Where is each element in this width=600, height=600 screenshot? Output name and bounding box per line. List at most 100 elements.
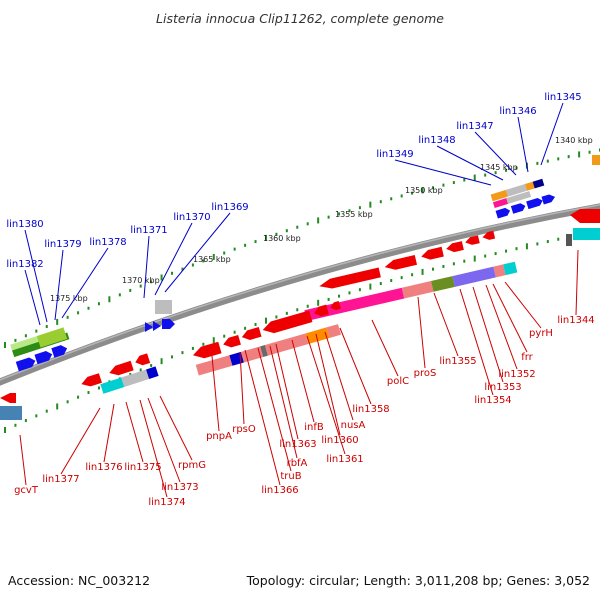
gene-leader-line xyxy=(436,145,504,181)
feature-block xyxy=(0,406,22,420)
reverse-gene-label: lin1352 xyxy=(498,369,535,380)
forward-gene-label: lin1369 xyxy=(211,202,248,213)
reverse-gene-label: lin1353 xyxy=(484,382,521,393)
reverse-gene-label: truB xyxy=(280,471,301,482)
feature-block xyxy=(401,281,434,299)
feature-block xyxy=(592,155,600,165)
reverse-gene-label: lin1363 xyxy=(279,439,316,450)
feature-block xyxy=(452,266,496,287)
feature-block xyxy=(195,355,233,376)
gene-leader-line xyxy=(125,401,144,463)
tick-label: 1375 kbp xyxy=(50,294,88,303)
reverse-gene-arrow xyxy=(570,209,600,223)
feature-block xyxy=(431,276,455,292)
gene-leader-line xyxy=(492,283,528,353)
feature-block xyxy=(121,369,150,387)
gene-leader-line xyxy=(103,403,115,463)
gene-leader-line xyxy=(164,212,231,293)
reverse-gene-label: lin1358 xyxy=(352,404,389,415)
feature-block xyxy=(305,327,330,345)
forward-gene-label: lin1345 xyxy=(544,92,581,103)
reverse-gene-label: lin1366 xyxy=(261,485,298,496)
backbone-highlight xyxy=(0,204,600,381)
feature-block xyxy=(326,324,342,338)
reverse-gene-label: rpsO xyxy=(232,424,256,435)
feature-block xyxy=(573,228,600,240)
feature-block xyxy=(566,234,572,246)
forward-gene-label: lin1380 xyxy=(6,219,43,230)
reverse-gene-label: rbfA xyxy=(287,458,308,469)
forward-gene-label: lin1347 xyxy=(456,121,493,132)
feature-block xyxy=(532,178,545,189)
feature-block xyxy=(525,181,535,191)
feature-block xyxy=(260,345,268,357)
reverse-gene-arrow xyxy=(0,393,16,403)
gene-leader-line xyxy=(24,269,41,326)
feature-block xyxy=(155,300,172,314)
gene-leader-line xyxy=(239,351,245,425)
gene-leader-line xyxy=(540,102,564,166)
gene-leader-line xyxy=(433,292,459,357)
feature-block xyxy=(264,333,309,356)
feature-block xyxy=(36,327,68,348)
reverse-gene-label: pyrH xyxy=(529,328,553,339)
reverse-gene-arrows xyxy=(319,230,496,289)
forward-gene-label: lin1371 xyxy=(130,225,167,236)
feature-block xyxy=(240,346,264,363)
reverse-gene-label: frr xyxy=(521,352,533,363)
reverse-gene-label: polC xyxy=(387,376,409,387)
accession-text: Accession: NC_003212 xyxy=(8,573,150,588)
feature-block xyxy=(506,191,532,204)
gene-leader-line xyxy=(257,347,292,472)
reverse-gene-label: lin1361 xyxy=(326,454,363,465)
reverse-gene-label: lin1354 xyxy=(474,395,511,406)
tick-label: 1365 kbp xyxy=(193,255,231,264)
gene-leader-line xyxy=(154,222,193,296)
gene-leader-line xyxy=(61,247,109,319)
feature-cluster-1350s xyxy=(304,230,518,322)
gene-leader-line xyxy=(147,397,181,483)
reverse-gene-label: lin1374 xyxy=(148,497,185,508)
gene-leader-line xyxy=(306,335,346,455)
gene-leader-line xyxy=(19,434,27,486)
gene-leader-line xyxy=(211,355,220,432)
feature-block xyxy=(505,184,528,197)
map-title: Listeria innocua Clip11262, complete gen… xyxy=(156,11,444,26)
tick-label: 1340 kbp xyxy=(555,136,593,145)
forward-gene-arrows xyxy=(495,194,556,219)
feature-cluster-1375 xyxy=(81,353,159,394)
gene-leader-line xyxy=(575,249,579,316)
gene-leader-line xyxy=(517,116,529,173)
feature-cluster-edge-right xyxy=(566,155,600,246)
feature-block xyxy=(490,189,508,202)
feature-cluster-1345 xyxy=(490,178,556,219)
gene-leader-line xyxy=(244,349,281,486)
genome-summary-text: Topology: circular; Length: 3,011,208 bp… xyxy=(246,573,590,588)
gene-leader-line xyxy=(474,131,517,176)
feature-block xyxy=(492,198,509,208)
feature-block xyxy=(146,366,159,379)
gene-leader-line xyxy=(159,395,193,461)
tick-label: 1345 kbp xyxy=(480,163,518,172)
reverse-gene-label: lin1373 xyxy=(161,482,198,493)
reverse-gene-label: lin1377 xyxy=(42,474,79,485)
reverse-gene-label: rpmG xyxy=(178,460,206,471)
reverse-gene-label: lin1355 xyxy=(439,356,476,367)
gene-leader-line xyxy=(275,343,299,440)
feature-cluster-edge-left xyxy=(0,393,22,420)
forward-gene-label: lin1349 xyxy=(376,149,413,160)
gene-leader-line xyxy=(459,288,494,396)
gene-leader-line xyxy=(60,407,101,475)
tick-label: 1350 kbp xyxy=(405,186,443,195)
tick-label: 1370 kbp xyxy=(122,276,160,285)
forward-gene-arrows xyxy=(145,319,175,332)
gene-leader-line xyxy=(371,319,399,377)
feature-cluster-1360s xyxy=(192,300,342,376)
reverse-gene-label: infB xyxy=(304,422,324,433)
forward-gene-label: lin1382 xyxy=(6,259,43,270)
gene-leader-line xyxy=(315,333,341,436)
forward-gene-arrows xyxy=(15,345,68,372)
gene-leader-line xyxy=(291,339,315,423)
